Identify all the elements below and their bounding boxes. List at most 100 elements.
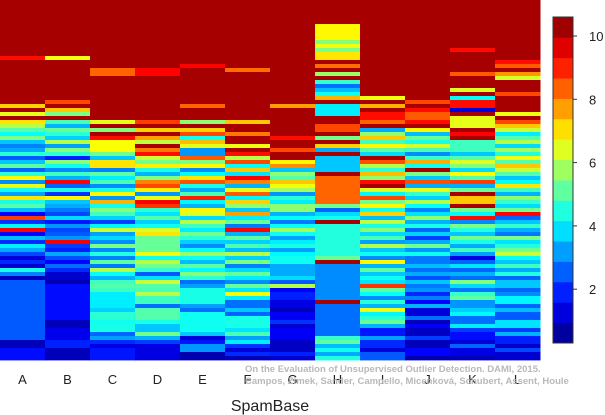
heat-cell-l-63 [495,348,541,353]
heat-cell-i-6 [360,120,406,125]
heat-cell-e-53 [180,344,226,353]
heat-cell-e-22 [180,192,226,197]
heat-cell-k-21 [450,172,496,177]
heat-cell-g-9 [270,168,316,173]
heat-cell-c-11 [90,160,136,169]
heat-cell-i-59 [360,336,406,341]
heat-cell-f-36 [225,260,271,265]
heat-cell-d-21 [135,192,181,197]
heat-cell-b-52 [45,348,91,361]
heat-cell-g-23 [270,228,316,233]
heat-cell-j-18 [405,172,451,177]
heat-cell-e-0 [180,0,226,65]
heat-cell-j-25 [405,200,451,205]
heat-cell-c-51 [90,344,136,349]
heat-cell-h-23 [315,144,361,149]
heat-cell-d-10 [135,148,181,153]
heat-cell-g-7 [270,160,316,165]
heat-cell-g-44 [270,352,316,357]
heat-cell-c-32 [90,248,136,253]
heat-cell-f-44 [225,292,271,297]
heat-cell-l-46 [495,260,541,265]
heat-cell-f-8 [225,148,271,153]
heat-cell-f-22 [225,204,271,209]
heat-cell-c-3 [90,120,136,125]
x-tick-label-i: I [381,372,385,387]
heat-cell-f-26 [225,220,271,225]
heat-cell-d-47 [135,320,181,325]
heat-cell-c-12 [90,168,136,173]
heat-cell-l-32 [495,204,541,209]
colorbar-tick-label-6: 6 [589,156,596,171]
heat-cell-a-39 [0,248,46,253]
heat-cell-a-0 [0,0,46,57]
heat-cell-g-33 [270,280,316,285]
heat-cell-h-29 [315,204,361,209]
heat-cell-g-13 [270,184,316,189]
heat-cell-e-47 [180,304,226,309]
x-tick-label-f: F [244,372,252,387]
heat-cell-k-17 [450,156,496,161]
heat-cell-h-11 [315,80,361,85]
heat-cell-h-40 [315,336,361,341]
heat-cell-b-23 [45,180,91,185]
heat-cell-f-12 [225,164,271,169]
heat-cell-h-34 [315,224,361,257]
heat-cell-g-34 [270,284,316,289]
heat-cell-j-34 [405,236,451,241]
x-tick-label-h: H [333,372,342,387]
heat-cell-l-14 [495,132,541,137]
heat-cell-c-33 [90,252,136,257]
heat-cell-i-32 [360,224,406,229]
heat-cell-i-10 [360,136,406,141]
heat-cell-e-25 [180,204,226,209]
heat-cell-b-9 [45,124,91,129]
heat-cell-l-29 [495,192,541,197]
heat-cell-l-25 [495,176,541,181]
x-axis-label: SpamBase [231,398,309,415]
heat-cell-d-18 [135,180,181,185]
heat-cell-a-37 [0,240,46,245]
heat-cell-k-50 [450,292,496,297]
heat-cell-e-50 [180,332,226,337]
heat-cell-f-9 [225,152,271,157]
heat-cell-i-50 [360,296,406,301]
heat-cell-b-42 [45,256,91,261]
heat-cell-f-34 [225,252,271,257]
heat-cell-k-13 [450,132,496,137]
heat-cell-j-57 [405,340,451,349]
heat-cell-e-3 [180,104,226,109]
heat-cell-g-18 [270,204,316,213]
heat-cell-f-45 [225,296,271,301]
heat-cell-h-9 [315,72,361,77]
heat-cell-i-34 [360,232,406,237]
heat-cell-b-46 [45,272,91,281]
heat-cell-b-16 [45,152,91,157]
heat-cell-d-50 [135,336,181,341]
heat-cell-f-7 [225,144,271,149]
heat-cell-e-15 [180,164,226,169]
heat-cell-h-41 [315,340,361,345]
heat-cell-i-47 [360,284,406,289]
heat-cell-h-20 [315,132,361,137]
heat-cell-c-17 [90,188,136,193]
heat-cell-f-43 [225,288,271,293]
heat-cell-b-43 [45,260,91,265]
colorbar-swatch-3 [553,261,573,283]
heat-cell-d-40 [135,280,181,285]
heat-cell-e-24 [180,200,226,205]
heat-cell-a-15 [0,152,46,157]
heat-cell-h-8 [315,68,361,73]
heat-cell-c-52 [90,348,136,361]
heat-cell-a-41 [0,256,46,261]
heat-cell-c-35 [90,260,136,265]
heat-cell-l-13 [495,128,541,133]
heat-cell-d-52 [135,344,181,361]
heat-cell-g-20 [270,216,316,221]
heat-cell-d-26 [135,212,181,217]
heat-cell-k-7 [450,96,496,101]
heat-cell-j-33 [405,232,451,237]
heat-cell-k-12 [450,128,496,133]
heat-cell-l-57 [495,312,541,321]
heat-cell-i-21 [360,180,406,185]
